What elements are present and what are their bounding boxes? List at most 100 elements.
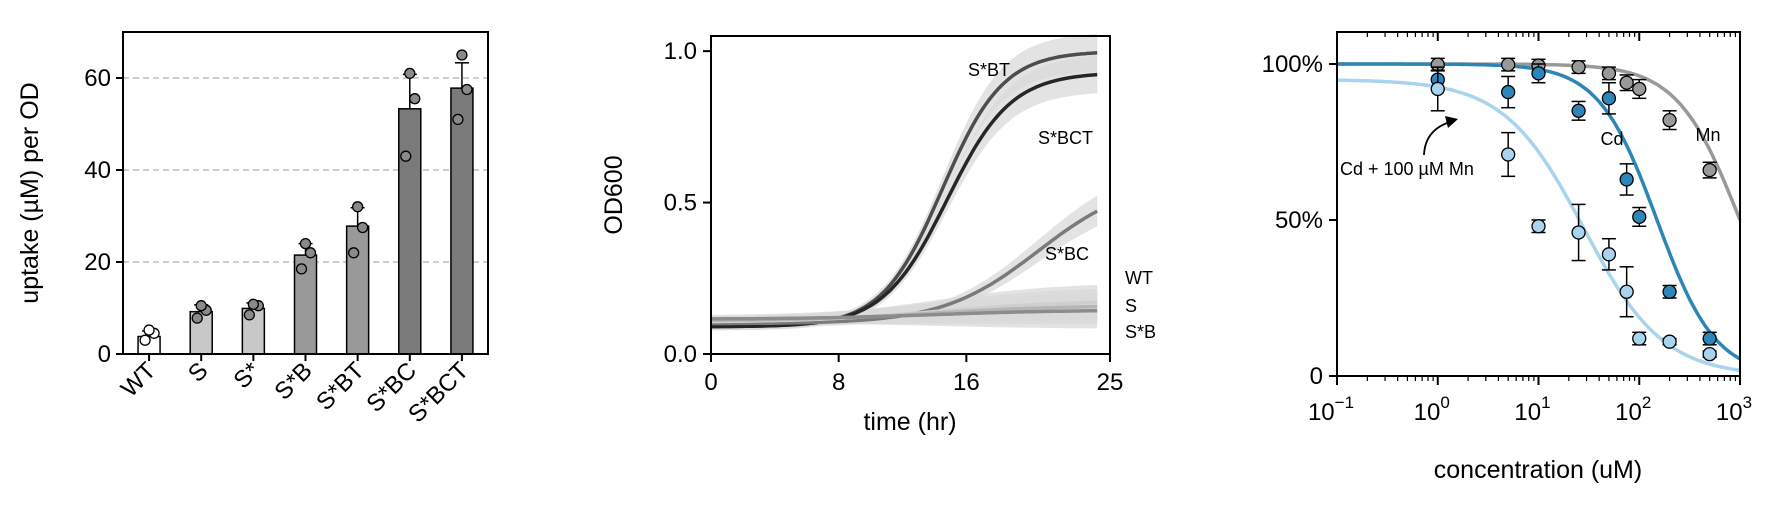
data-point: [1571, 225, 1586, 240]
bar-chart-bars: [137, 62, 474, 355]
y-tick-label: 0: [1310, 363, 1323, 390]
data-point: [1571, 59, 1586, 75]
data-point: [1632, 331, 1647, 346]
data-point: [1702, 347, 1717, 362]
data-point: [1702, 331, 1717, 346]
replicate-point: [452, 113, 464, 126]
replicate-point: [247, 298, 260, 310]
bar: [450, 87, 474, 355]
y-tick-label: 20: [84, 249, 111, 276]
growth-curve-y-axis-label: OD600: [600, 155, 628, 234]
x-tick-label: 10−1: [1308, 393, 1354, 426]
series-label: S*BC: [1045, 244, 1089, 264]
series-label: S*BT: [968, 60, 1010, 80]
replicate-point: [295, 263, 308, 275]
growth-curve-band: [711, 56, 1098, 331]
y-tick-label: 60: [84, 65, 111, 92]
growth-curve-line: [711, 308, 1098, 321]
replicate-point: [461, 83, 473, 96]
bar: [345, 225, 370, 355]
y-tick-label: 50%: [1275, 207, 1323, 234]
growth-curve-line: [711, 72, 1098, 329]
replicate-point: [400, 150, 412, 162]
replicate-point: [409, 93, 421, 105]
dose-response-x-axis-label: concentration (uM): [1434, 456, 1642, 484]
data-point: [1619, 75, 1634, 90]
y-tick-label: 0.5: [664, 190, 697, 217]
data-point: [1601, 66, 1617, 81]
replicate-point: [456, 49, 468, 61]
data-point: [1662, 334, 1677, 349]
dose-response-series-labels: Mn Cd Cd + 100 µM Mn: [1340, 116, 1721, 179]
x-tick-label: 16: [953, 369, 980, 396]
data-point: [1501, 147, 1516, 162]
data-point: [1662, 113, 1677, 128]
series-label: S: [1125, 296, 1137, 316]
x-tick-label: S*B: [269, 357, 317, 405]
data-point: [1702, 162, 1717, 178]
dose-response-x-ticks: 10−1 100 101 102 103: [1308, 32, 1752, 426]
data-point: [1601, 91, 1617, 106]
fit-curve: [1337, 62, 1742, 221]
data-point: [1619, 284, 1634, 299]
data-point: [1571, 103, 1586, 118]
y-tick-label: 1.0: [664, 38, 697, 65]
x-tick-label: WT: [116, 357, 162, 403]
y-tick-label: 0.0: [664, 341, 697, 368]
data-point: [1632, 81, 1647, 97]
replicate-point: [191, 312, 203, 324]
x-tick-label: S*BT: [311, 357, 370, 416]
series-label: S*B: [1125, 322, 1156, 342]
series-label: Cd: [1600, 129, 1623, 149]
data-point: [1501, 57, 1516, 72]
annotation-arrow: [1423, 121, 1451, 156]
growth-curve-x-ticks: 0 8 16 25: [704, 354, 1123, 396]
y-tick-label: 40: [84, 157, 111, 184]
replicate-point: [195, 300, 207, 312]
replicate-point: [299, 237, 312, 250]
replicate-point: [356, 221, 369, 234]
bar: [398, 108, 422, 355]
bar-chart-x-ticks: WT S S* S*BS*BTS*BCS*BCT: [116, 354, 474, 428]
data-point: [1430, 81, 1445, 97]
annotation-arrowhead: [1445, 116, 1458, 128]
data-point: [1662, 284, 1677, 299]
y-tick-label: 100%: [1262, 51, 1323, 78]
data-point: [1501, 84, 1516, 100]
series-label: WT: [1125, 268, 1153, 288]
x-tick-label: 0: [704, 369, 717, 396]
bar-chart-gridlines: [123, 77, 488, 263]
replicate-point: [404, 67, 416, 80]
replicate-point: [139, 334, 151, 346]
data-point: [1619, 172, 1634, 187]
x-tick-label: 25: [1097, 369, 1124, 396]
growth-curve-chart: 0 8 16 25 0.0 0.5 1.0 S*BT S*BCT S*BC WT S S*B tim…: [600, 34, 1156, 436]
x-tick-label: 103: [1716, 393, 1752, 426]
dose-response-y-ticks: 0 50% 100%: [1262, 51, 1337, 390]
x-tick-label: 101: [1514, 393, 1550, 426]
bar-chart-replicate-points: [139, 49, 473, 346]
data-point: [1531, 219, 1546, 234]
dose-response-fit-curves: [1337, 62, 1742, 373]
growth-curve-frame: [710, 35, 1111, 355]
data-point: [1601, 247, 1617, 262]
growth-curve-y-ticks: 0.0 0.5 1.0: [664, 38, 711, 368]
y-tick-label: 0: [98, 341, 111, 368]
dose-response-chart: 10−1 100 101 102 103 0 50% 100% Mn Cd Cd + 100 µ…: [1262, 31, 1752, 484]
dose-response-points: [1430, 57, 1717, 362]
growth-curve-series-labels: S*BT S*BCT S*BC WT S S*B: [968, 60, 1156, 342]
x-tick-label: 100: [1414, 393, 1450, 426]
growth-curve-x-axis-label: time (hr): [863, 408, 956, 436]
replicate-point: [243, 309, 256, 321]
series-label: S*BCT: [1038, 128, 1093, 148]
series-label: Mn: [1695, 125, 1720, 145]
replicate-point: [347, 247, 360, 259]
growth-curve-lines: [710, 34, 1099, 331]
replicate-point: [143, 324, 155, 336]
fit-curve: [1337, 62, 1741, 361]
x-tick-label: S*: [229, 357, 266, 394]
data-point: [1531, 66, 1546, 81]
x-tick-label: S: [183, 357, 213, 387]
replicate-point: [351, 201, 364, 213]
